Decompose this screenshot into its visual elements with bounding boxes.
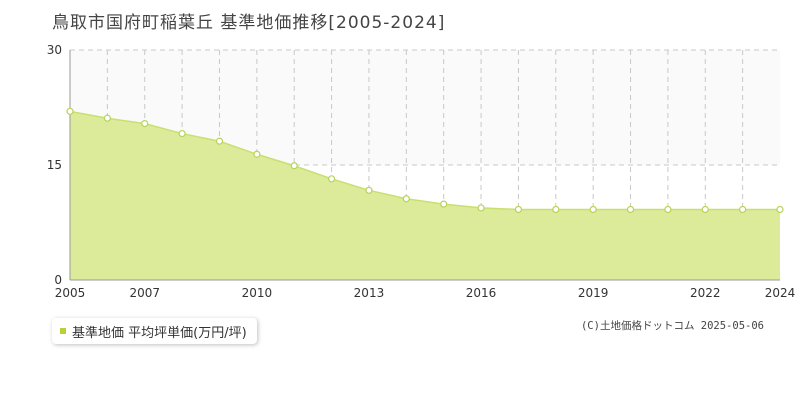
x-tick-label: 2010: [242, 286, 273, 300]
data-point: [477, 204, 485, 212]
y-tick-label: 30: [47, 43, 62, 57]
y-tick-label: 15: [47, 158, 62, 172]
y-tick-label: 0: [54, 273, 62, 287]
data-point: [514, 205, 523, 214]
data-point: [701, 205, 709, 214]
x-tick-label: 2022: [690, 286, 721, 300]
legend-swatch: [60, 328, 66, 334]
copyright-text: (C)土地価格ドットコム 2025-05-06: [580, 320, 764, 332]
legend: 基準地価 平均坪単価(万円/坪): [52, 318, 257, 344]
area-fill: [70, 111, 780, 280]
x-tick-label: 2005: [55, 286, 86, 300]
data-point: [215, 137, 224, 145]
data-point: [739, 205, 747, 214]
x-tick-label: 2013: [354, 286, 385, 300]
data-point: [552, 205, 560, 214]
data-point: [290, 162, 298, 170]
data-point: [626, 205, 635, 214]
data-point: [141, 119, 149, 128]
data-point: [178, 129, 186, 138]
data-point: [440, 200, 448, 208]
data-point: [327, 175, 336, 183]
data-point: [103, 114, 111, 122]
data-point: [365, 186, 373, 194]
data-point: [589, 205, 597, 214]
data-point: [664, 205, 672, 214]
x-tick-label: 2007: [129, 286, 160, 300]
series-line: [69, 110, 780, 211]
x-tick-label: 2019: [578, 286, 609, 300]
x-tick-label: 2024: [765, 286, 796, 300]
data-point: [66, 107, 74, 115]
data-point: [776, 205, 784, 214]
data-point: [402, 195, 410, 203]
data-point: [253, 150, 261, 158]
chart-title: 鳥取市国府町稲葉丘 基準地価推移[2005-2024]: [52, 13, 446, 33]
legend-label: 基準地価 平均坪単価(万円/坪): [72, 325, 247, 341]
x-tick-label: 2016: [466, 286, 497, 300]
